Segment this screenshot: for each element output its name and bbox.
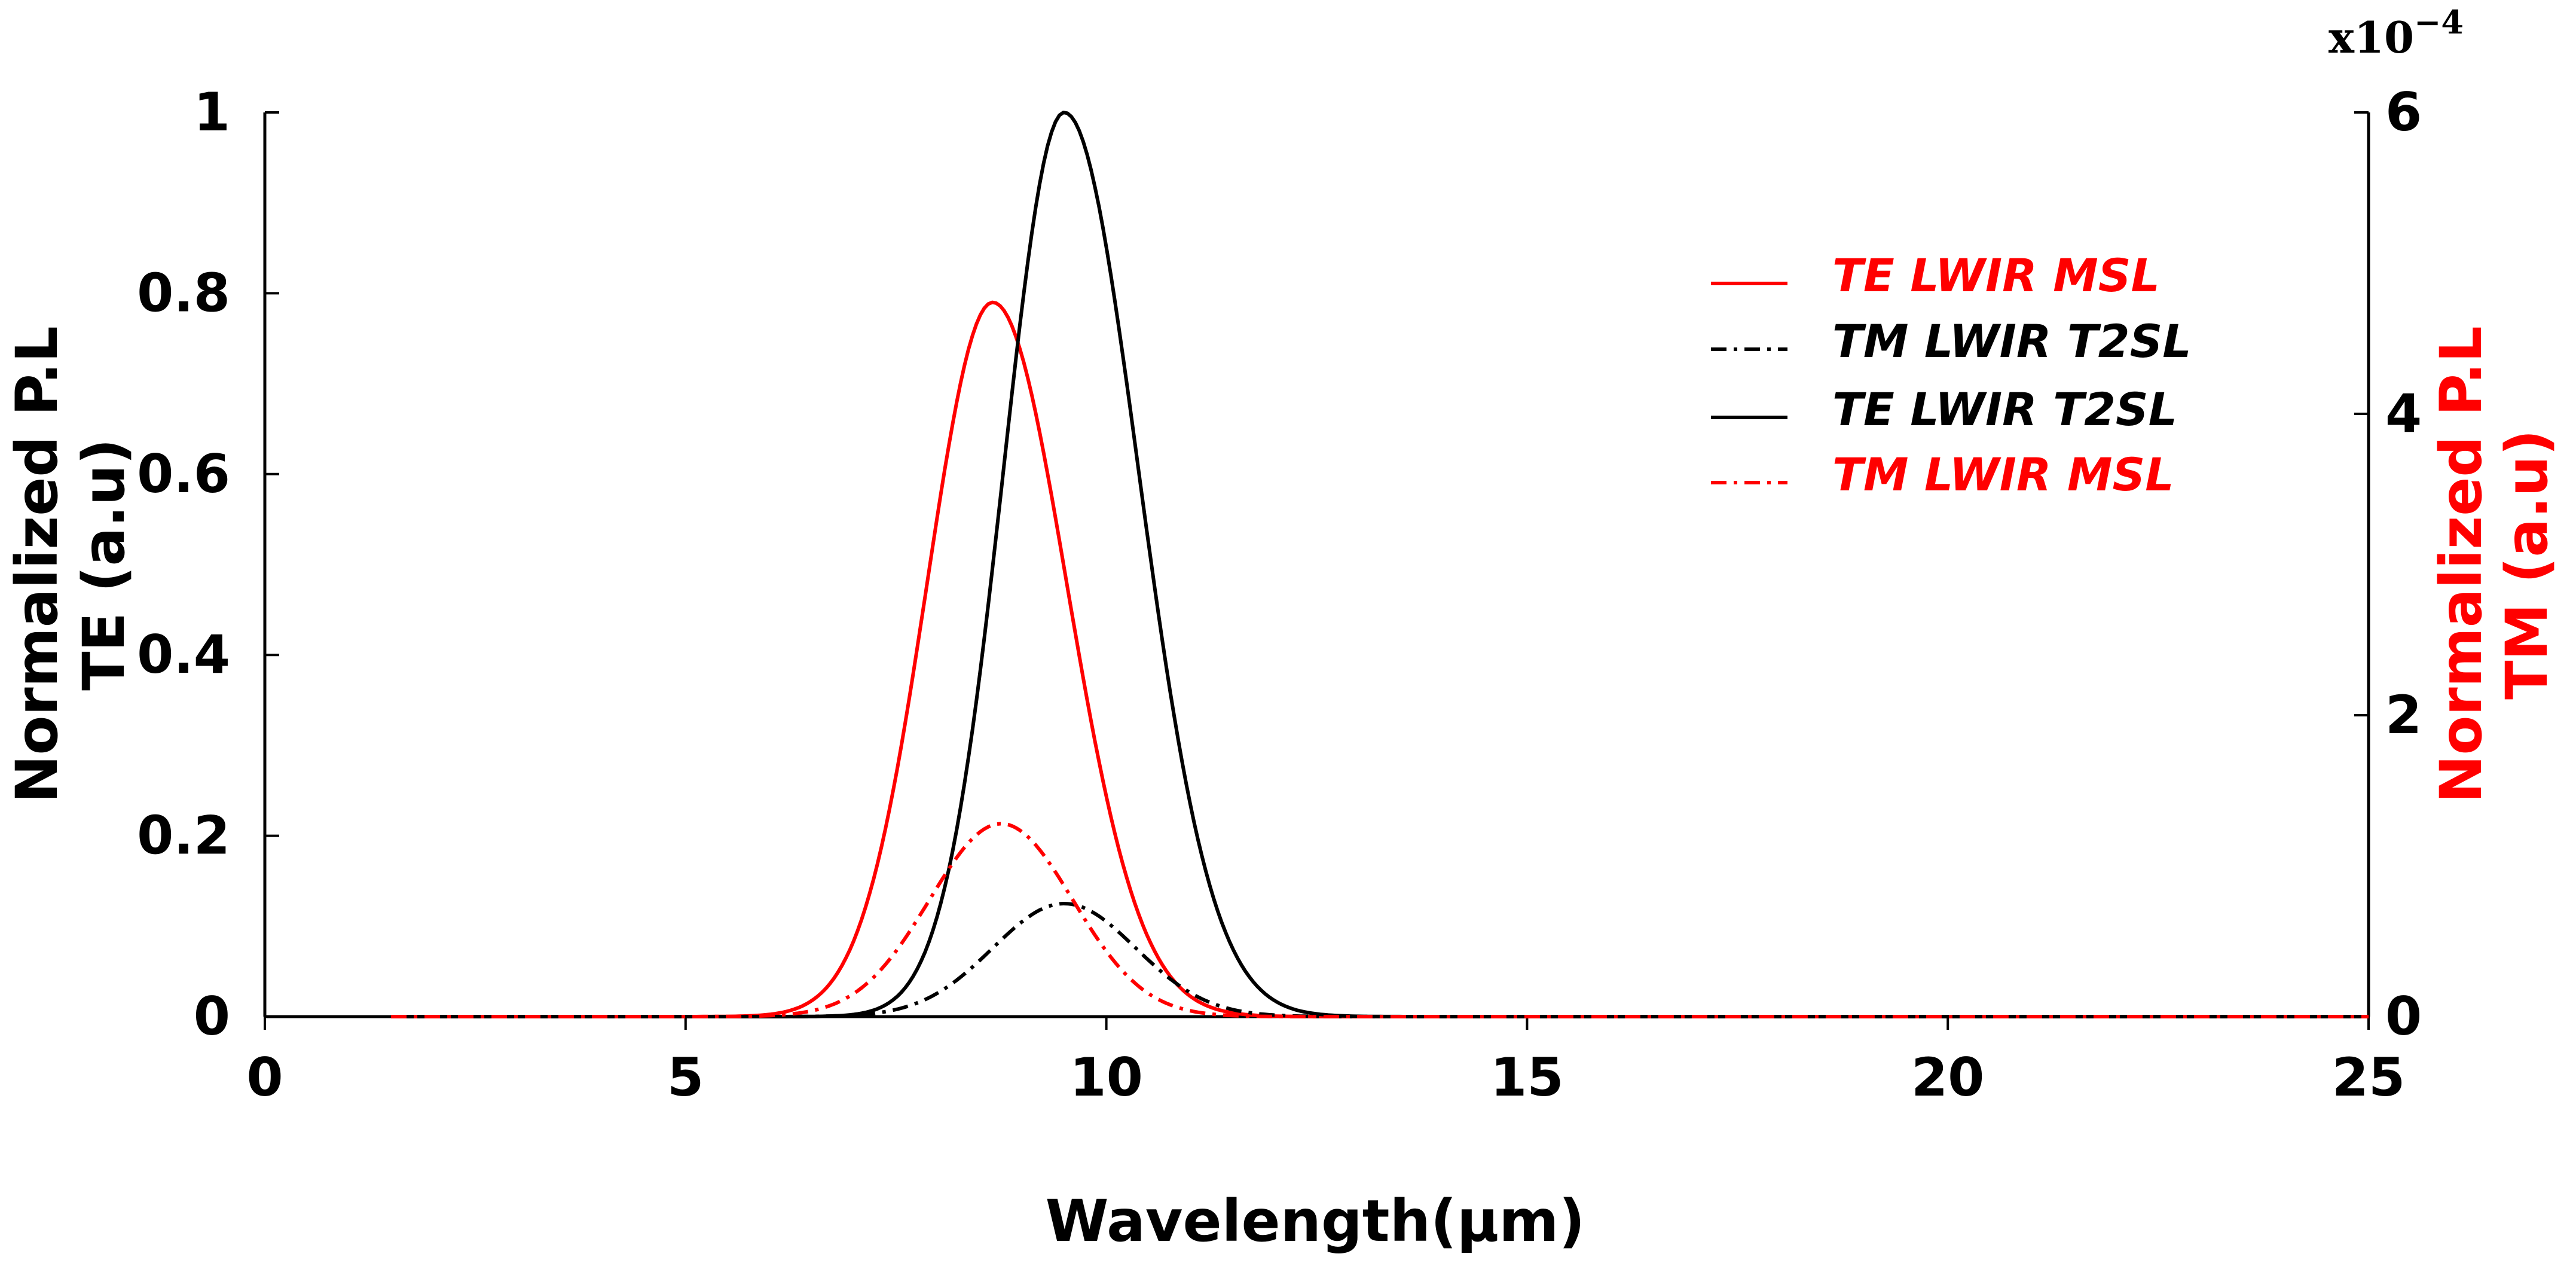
left-axis-title-line1: Normalized P.L — [4, 326, 71, 803]
x-ticks: 0 5 10 15 20 25 — [246, 1017, 2405, 1108]
x-tick-label: 25 — [2332, 1047, 2405, 1108]
right-y-tick-label: 2 — [2385, 684, 2422, 746]
legend-label-te-msl: TE LWIR MSL — [1832, 249, 2160, 302]
legend-label-tm-msl: TM LWIR MSL — [1832, 448, 2174, 501]
legend: TE LWIR MSL TM LWIR T2SL TE LWIR T2SL TM… — [1711, 249, 2192, 501]
right-y-ticks: 0 2 4 6 — [2354, 81, 2422, 1047]
series-line-tm-lwir-msl — [391, 822, 2369, 1018]
left-y-tick-label: 1 — [194, 81, 230, 143]
right-y-tick-label: 4 — [2385, 383, 2422, 444]
right-axis-title-line1: Normalized P.L — [2428, 326, 2495, 803]
left-axis-title: Normalized P.L TE (a.u) — [4, 326, 137, 803]
exponent-power: −4 — [2414, 3, 2464, 41]
series-line-tm-lwir-t2sl — [391, 902, 2369, 1018]
x-tick-label: 10 — [1069, 1047, 1142, 1108]
legend-label-tm-t2sl: TM LWIR T2SL — [1832, 315, 2192, 368]
left-y-ticks: 0 0.2 0.4 0.6 0.8 1 — [137, 81, 279, 1047]
left-y-tick-label: 0 — [194, 986, 230, 1047]
exponent-base: x10 — [2329, 12, 2414, 63]
x-tick-label: 0 — [246, 1047, 283, 1108]
left-y-tick-label: 0.4 — [137, 624, 230, 685]
right-y-tick-label: 0 — [2385, 986, 2422, 1047]
left-y-tick-label: 0.8 — [137, 262, 230, 324]
series-line-te-lwir-t2sl — [391, 111, 2369, 1018]
left-y-tick-label: 0.6 — [137, 443, 230, 505]
right-axis-title-line2: TM (a.u) — [2494, 429, 2560, 700]
x-axis-title: Wavelength(μm) — [1046, 1188, 1585, 1255]
legend-label-te-t2sl: TE LWIR T2SL — [1832, 383, 2177, 436]
right-axis-exponent: x10−4 — [2329, 3, 2464, 63]
left-y-tick-label: 0.2 — [137, 805, 230, 867]
x-tick-label: 20 — [1911, 1047, 1984, 1108]
right-axis-title: Normalized P.L TM (a.u) — [2428, 326, 2560, 803]
series-group — [391, 111, 2369, 1018]
x-tick-label: 15 — [1490, 1047, 1563, 1108]
x-tick-label: 5 — [667, 1047, 704, 1108]
right-y-tick-label: 6 — [2385, 81, 2422, 143]
left-axis-title-line2: TE (a.u) — [71, 438, 137, 691]
